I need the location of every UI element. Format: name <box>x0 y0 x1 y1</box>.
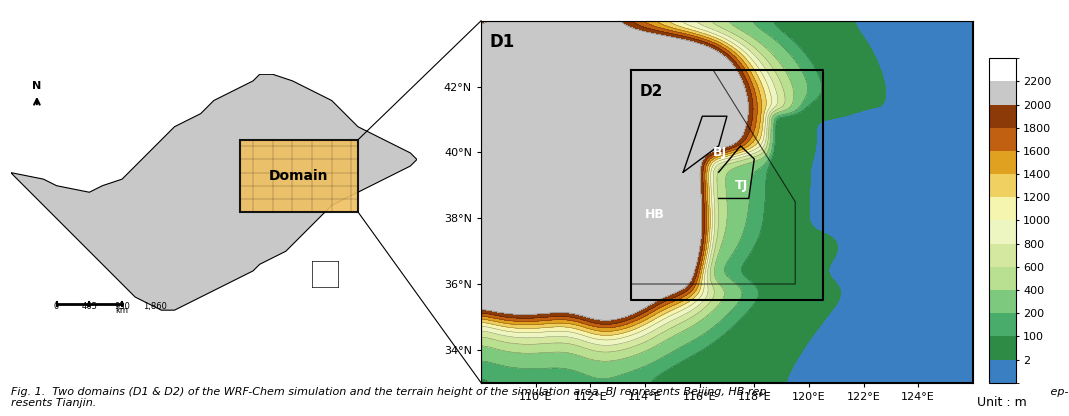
Text: 465: 465 <box>81 302 97 311</box>
Text: N: N <box>32 81 42 91</box>
Text: D1: D1 <box>490 33 514 51</box>
Text: 1,860: 1,860 <box>143 302 167 311</box>
Polygon shape <box>11 74 417 310</box>
Text: Fig. 1.  Two domains (D1 & D2) of the WRF-Chem simulation and the terrain height: Fig. 1. Two domains (D1 & D2) of the WRF… <box>11 387 1068 409</box>
Text: 930: 930 <box>114 302 130 311</box>
Text: HB: HB <box>645 208 665 221</box>
Text: Unit : m: Unit : m <box>977 396 1027 409</box>
Text: km: km <box>115 307 128 315</box>
Text: 0: 0 <box>53 302 59 311</box>
Text: Domain: Domain <box>269 169 329 183</box>
Text: D2: D2 <box>639 84 663 99</box>
Text: TJ: TJ <box>735 178 748 192</box>
Text: BJ: BJ <box>713 146 727 158</box>
Bar <box>241 140 358 212</box>
